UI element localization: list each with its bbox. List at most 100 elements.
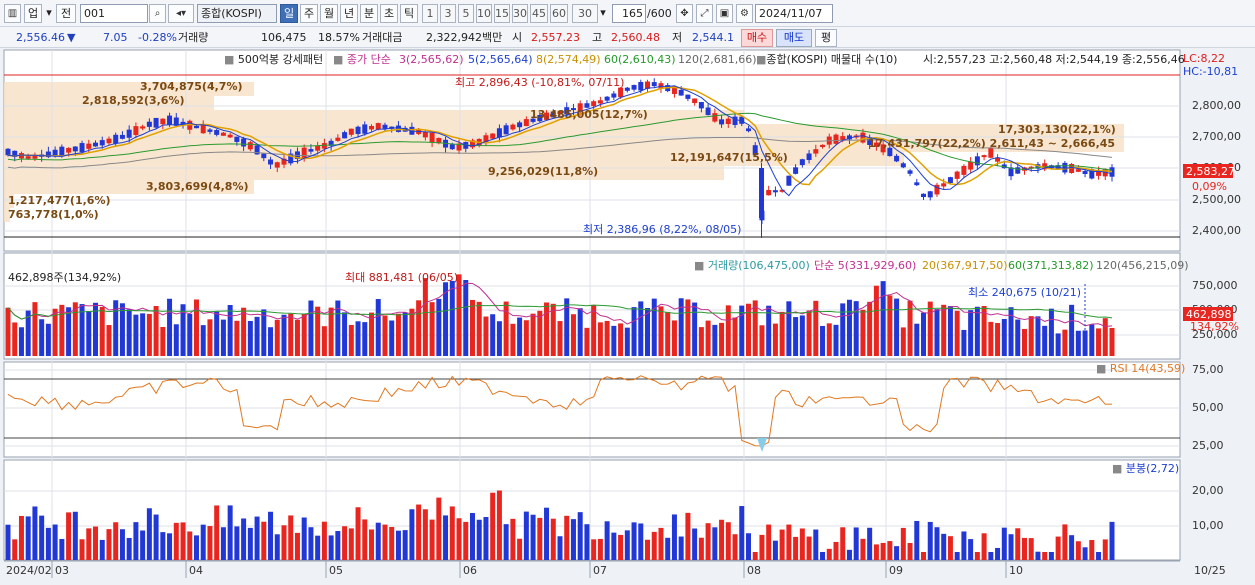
candle bbox=[25, 156, 31, 159]
minute-bar bbox=[18, 515, 24, 560]
candle bbox=[678, 89, 684, 96]
period-second[interactable]: 초 bbox=[380, 4, 398, 23]
code-input[interactable]: 001 bbox=[80, 4, 148, 23]
volume-bar bbox=[853, 301, 859, 356]
interval-15[interactable]: 15 bbox=[494, 4, 510, 23]
minute-bar bbox=[537, 517, 543, 560]
speaker-icon[interactable]: ◂▾ bbox=[168, 4, 194, 23]
minute-bar bbox=[860, 538, 866, 560]
minute-bar bbox=[570, 519, 576, 560]
candle bbox=[611, 93, 617, 98]
candle bbox=[779, 189, 785, 192]
period-day[interactable]: 일 bbox=[280, 4, 298, 23]
minute-bar bbox=[779, 529, 785, 560]
candle bbox=[133, 126, 139, 136]
volume-bar bbox=[483, 316, 489, 356]
candle bbox=[106, 138, 112, 144]
minute-bar bbox=[645, 539, 651, 560]
candle bbox=[698, 102, 704, 109]
rsi-oversold-fill bbox=[757, 438, 767, 452]
interval-30[interactable]: 30 bbox=[512, 4, 528, 23]
period-week[interactable]: 주 bbox=[300, 4, 318, 23]
minute-bar bbox=[1042, 552, 1048, 560]
price-tick-2500: 2,500,00 bbox=[1192, 193, 1241, 206]
interval-45[interactable]: 45 bbox=[530, 4, 548, 23]
minute-bar bbox=[308, 527, 314, 560]
interval-5[interactable]: 5 bbox=[458, 4, 474, 23]
interval-60[interactable]: 60 bbox=[550, 4, 568, 23]
volume-bar bbox=[254, 316, 260, 356]
candle bbox=[483, 135, 489, 144]
interval-custom[interactable]: 30 bbox=[572, 4, 598, 23]
volume-bar bbox=[321, 326, 327, 356]
mode-dropdown-icon[interactable]: ▾ bbox=[46, 6, 52, 19]
interval-dropdown-icon[interactable]: ▾ bbox=[600, 6, 606, 19]
minute-bar bbox=[1069, 535, 1075, 560]
volume-bar bbox=[227, 304, 233, 356]
minute-bar bbox=[833, 541, 839, 560]
period-tick[interactable]: 틱 bbox=[400, 4, 418, 23]
candle bbox=[274, 162, 280, 168]
period-minute[interactable]: 분 bbox=[360, 4, 378, 23]
candle bbox=[422, 131, 428, 138]
period-year[interactable]: 년 bbox=[340, 4, 358, 23]
volume-min-note: 최소 240,675 (10/21) bbox=[968, 286, 1081, 299]
minute-bar bbox=[490, 492, 496, 560]
candle bbox=[234, 136, 240, 142]
chart-type-icon[interactable]: ▥ bbox=[4, 4, 21, 23]
interval-10[interactable]: 10 bbox=[476, 4, 492, 23]
interval-3[interactable]: 3 bbox=[440, 4, 456, 23]
chart-area[interactable]: ■ 500억봉 강세패턴 ■ 종가 단순 3(2,565,62) 5(2,565… bbox=[0, 48, 1255, 585]
eval-button[interactable]: 평 bbox=[815, 29, 837, 47]
crosshair-icon[interactable]: ✥ bbox=[676, 4, 693, 23]
candle bbox=[887, 147, 893, 157]
high-label: 고 bbox=[592, 31, 603, 44]
save-icon[interactable]: ▣ bbox=[716, 4, 733, 23]
minute-bar bbox=[187, 531, 193, 560]
interval-1[interactable]: 1 bbox=[422, 4, 438, 23]
candle bbox=[268, 159, 274, 165]
candle bbox=[12, 150, 18, 157]
minute-bar bbox=[173, 522, 179, 560]
volume-bar bbox=[1055, 333, 1061, 356]
candle bbox=[52, 149, 58, 157]
pattern-legend: ■ 500억봉 강세패턴 bbox=[224, 53, 323, 66]
minute-bar bbox=[220, 527, 226, 560]
minute-bar bbox=[140, 530, 146, 560]
volume-bar bbox=[12, 322, 18, 356]
minute-bar bbox=[1021, 537, 1027, 560]
gear-icon[interactable]: ⚙ bbox=[736, 4, 753, 23]
volume-bar bbox=[355, 321, 361, 356]
volume-bar bbox=[1021, 328, 1027, 356]
minute-bar bbox=[678, 536, 684, 560]
date-input[interactable]: 2024/11/07 bbox=[755, 4, 833, 23]
minute-bar bbox=[1075, 541, 1081, 560]
x-label: 03 bbox=[55, 564, 69, 577]
volume-bar bbox=[315, 306, 321, 356]
mode-button[interactable]: 업 bbox=[24, 4, 42, 23]
volume-bar bbox=[779, 311, 785, 356]
profile-label: 12,191,647(15,5%) bbox=[670, 151, 788, 164]
search-icon[interactable]: ⌕ bbox=[149, 4, 166, 23]
minute-bar bbox=[180, 522, 186, 560]
period-month[interactable]: 월 bbox=[320, 4, 338, 23]
chart-settings-icon[interactable]: ⤢ bbox=[696, 4, 713, 23]
minute-bar bbox=[160, 532, 166, 560]
candle bbox=[32, 155, 38, 159]
volume-bar bbox=[745, 303, 751, 356]
candle bbox=[456, 143, 462, 151]
volume-bars bbox=[5, 274, 1115, 356]
sell-button[interactable]: 매도 bbox=[776, 29, 812, 47]
prev-button[interactable]: 전 bbox=[56, 4, 76, 23]
candle bbox=[1062, 162, 1068, 173]
buy-button[interactable]: 매수 bbox=[741, 29, 773, 47]
volume-bar bbox=[1015, 319, 1021, 356]
x-label: 04 bbox=[189, 564, 203, 577]
minute-bar bbox=[496, 490, 502, 560]
minute-bar bbox=[66, 512, 72, 560]
count-input[interactable]: 165 bbox=[612, 4, 646, 23]
volume-bar bbox=[921, 312, 927, 356]
candle bbox=[624, 87, 630, 91]
candle bbox=[496, 128, 502, 138]
candle bbox=[342, 132, 348, 139]
